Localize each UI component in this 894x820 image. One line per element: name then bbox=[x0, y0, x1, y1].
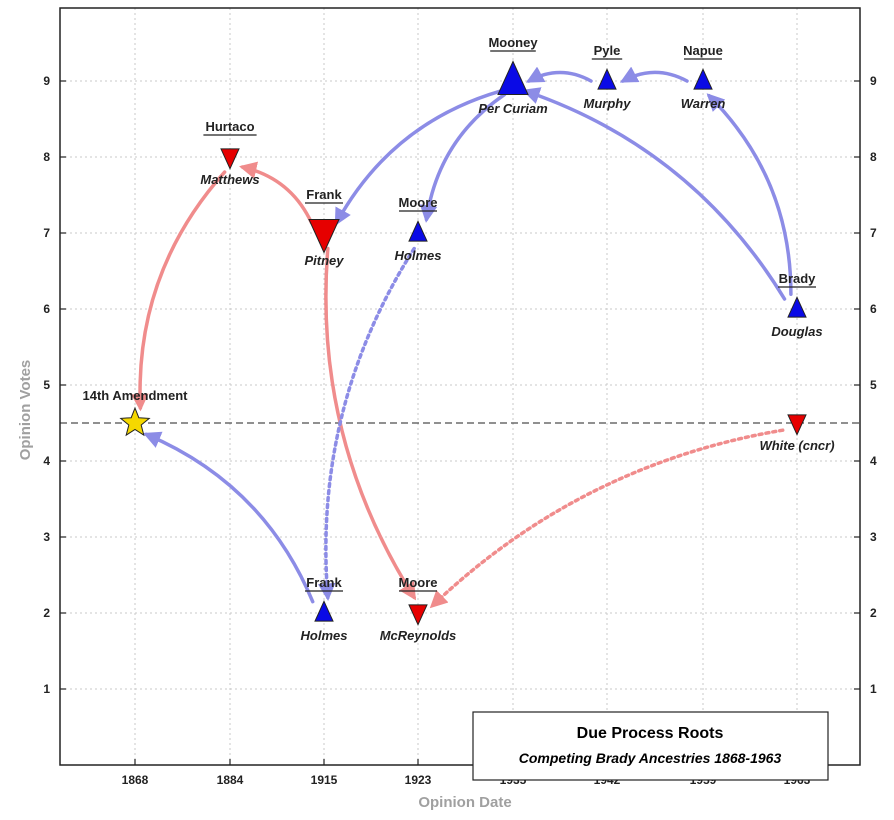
marker-frank_pitney bbox=[308, 219, 340, 254]
link-frank_pitney-to-moore_mcreynolds bbox=[324, 246, 417, 601]
point-case-label: 14th Amendment bbox=[83, 388, 189, 403]
point-author-label: Pitney bbox=[304, 253, 344, 268]
legend-box: Due Process Roots Competing Brady Ancest… bbox=[472, 711, 829, 781]
x-tick-label: 1923 bbox=[405, 773, 432, 787]
link-mooney-to-frank_pitney bbox=[334, 89, 503, 227]
x-tick-label: 1915 bbox=[311, 773, 338, 787]
x-axis-title: Opinion Date bbox=[418, 794, 511, 811]
y-tick-label-right: 1 bbox=[870, 682, 877, 696]
point-author-label: Holmes bbox=[395, 248, 442, 263]
point-author-label: White (cncr) bbox=[759, 438, 834, 453]
link-brady_douglas-to-napue bbox=[706, 93, 793, 296]
marker-moore_holmes bbox=[408, 220, 428, 242]
point-author-label: Holmes bbox=[301, 628, 348, 643]
point-case-label: Napue bbox=[683, 43, 723, 58]
y-tick-label-left: 5 bbox=[43, 378, 50, 392]
links-layer bbox=[131, 66, 793, 609]
point-case-label: Mooney bbox=[488, 35, 538, 50]
link-brady_white-to-moore_mcreynolds bbox=[429, 428, 785, 609]
legend-frame bbox=[472, 711, 829, 781]
point-case-label: Brady bbox=[779, 271, 817, 286]
y-tick-label-right: 5 bbox=[870, 378, 877, 392]
marker-mooney bbox=[497, 60, 529, 95]
x-tick-label: 1868 bbox=[122, 773, 149, 787]
y-tick-label-left: 8 bbox=[43, 150, 50, 164]
link-napue-to-pyle bbox=[619, 66, 689, 83]
y-tick-label-left: 4 bbox=[43, 454, 50, 468]
link-brady_douglas-to-mooney bbox=[522, 87, 787, 301]
marker-frank_holmes bbox=[314, 600, 334, 622]
marker-moore_mcreynolds bbox=[408, 604, 428, 626]
y-tick-label-left: 2 bbox=[43, 606, 50, 620]
marker-brady_white bbox=[787, 414, 807, 436]
link-hurtado-to-amend14 bbox=[131, 170, 227, 412]
chart-title: Due Process Roots bbox=[577, 725, 724, 742]
y-axis-title: Opinion Votes bbox=[17, 360, 34, 461]
point-case-label: Hurtaco bbox=[205, 119, 254, 134]
grid-layer bbox=[60, 8, 860, 765]
y-tick-label-left: 1 bbox=[43, 682, 50, 696]
y-tick-label-right: 2 bbox=[870, 606, 877, 620]
plot-frame bbox=[59, 7, 861, 766]
chart-subtitle: Competing Brady Ancestries 1868-1963 bbox=[519, 750, 782, 766]
y-tick-label-right: 3 bbox=[870, 530, 877, 544]
x-tick-label: 1884 bbox=[217, 773, 244, 787]
point-case-label: Moore bbox=[399, 575, 438, 590]
point-case-label: Pyle bbox=[594, 43, 621, 58]
y-tick-label-left: 7 bbox=[43, 226, 50, 240]
point-case-label: Moore bbox=[399, 195, 438, 210]
y-tick-label-left: 3 bbox=[43, 530, 50, 544]
marker-pyle bbox=[597, 68, 617, 90]
point-author-label: Douglas bbox=[771, 324, 822, 339]
y-tick-label-right: 7 bbox=[870, 226, 877, 240]
point-author-label: McReynolds bbox=[380, 628, 457, 643]
y-tick-label-right: 9 bbox=[870, 74, 877, 88]
points-layer bbox=[119, 60, 807, 626]
marker-brady_douglas bbox=[787, 296, 807, 318]
y-tick-label-left: 6 bbox=[43, 302, 50, 316]
y-tick-label-right: 8 bbox=[870, 150, 877, 164]
point-author-label: Warren bbox=[681, 96, 726, 111]
marker-napue bbox=[693, 68, 713, 90]
link-moore_holmes-to-frank_holmes bbox=[318, 246, 416, 601]
link-frank_holmes-to-amend14 bbox=[143, 431, 315, 604]
y-tick-label-right: 4 bbox=[870, 454, 877, 468]
marker-amend14 bbox=[119, 406, 151, 437]
y-tick-label-left: 9 bbox=[43, 74, 50, 88]
y-tick-label-right: 6 bbox=[870, 302, 877, 316]
point-case-label: Frank bbox=[306, 187, 342, 202]
link-mooney-to-moore_holmes bbox=[419, 92, 507, 223]
point-author-label: Murphy bbox=[584, 96, 632, 111]
labels-layer: 14th Amendment Hurtaco Matthews Frank Pitney… bbox=[83, 35, 835, 643]
point-author-label: Matthews bbox=[200, 172, 259, 187]
axis-ticks: 1122334455667788991868188419151923193519… bbox=[43, 74, 877, 787]
point-case-label: Frank bbox=[306, 575, 342, 590]
marker-hurtado bbox=[220, 148, 240, 170]
link-frank_pitney-to-hurtado bbox=[239, 161, 314, 225]
point-author-label: Per Curiam bbox=[478, 101, 548, 116]
link-pyle-to-mooney bbox=[525, 66, 593, 83]
